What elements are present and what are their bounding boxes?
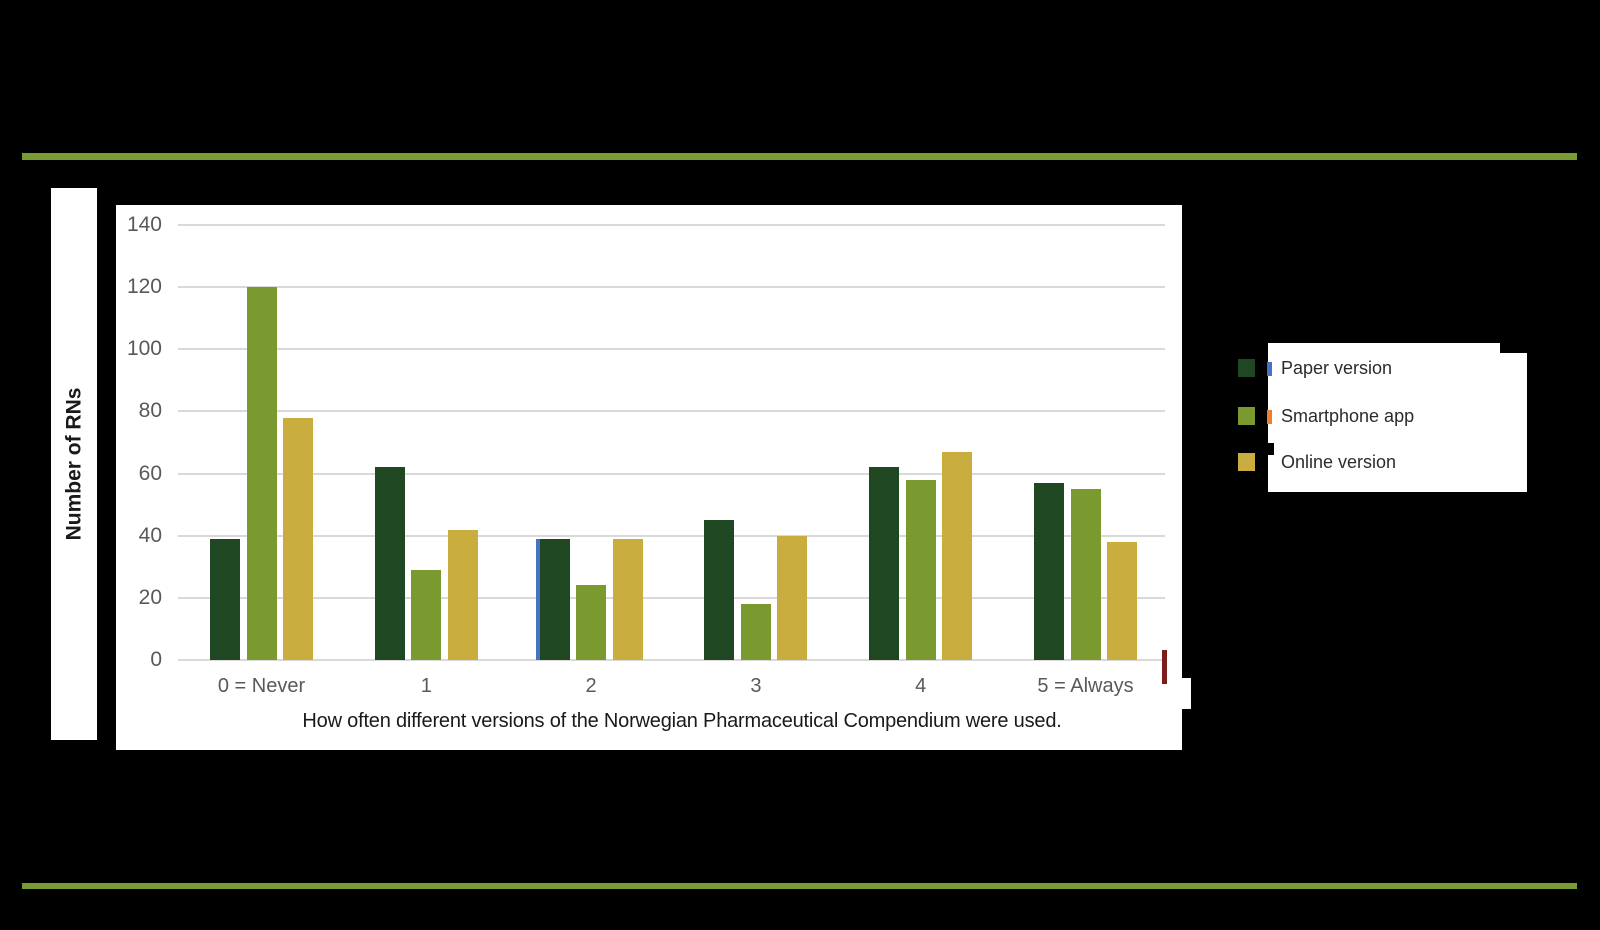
bar-paper-version-3 <box>704 520 735 660</box>
bar-online-version-4 <box>942 451 973 660</box>
bar-paper-version-5 <box>1034 482 1064 660</box>
legend-remnant-sliver <box>1267 410 1272 424</box>
y-axis-title: Number of RNs <box>62 387 86 541</box>
x-tick-2: 2 <box>585 675 597 697</box>
gridline-60 <box>178 472 1165 475</box>
legend-swatch-smartphone-app <box>1238 407 1255 425</box>
bar-paper-version-1 <box>374 467 405 660</box>
legend-swatch-paper-version <box>1238 359 1255 377</box>
x-tick-3: 3 <box>750 675 762 697</box>
bar-smartphone-app-3 <box>740 604 771 660</box>
bar-paper-version-2 <box>539 538 570 660</box>
top-accent-rule <box>22 153 1577 160</box>
bar-smartphone-app-4 <box>905 479 936 660</box>
bar-smartphone-app-1 <box>411 569 442 660</box>
blue-bar-remnant-sliver <box>536 539 540 660</box>
gridline-100 <box>178 348 1165 351</box>
x-axis-title: How often different versions of the Norw… <box>302 710 1062 732</box>
gridline-120 <box>178 286 1165 289</box>
legend-label-paper-version: Paper version <box>1281 358 1393 378</box>
bar-online-version-2 <box>612 538 643 660</box>
gridline-80 <box>178 410 1165 413</box>
y-tick-100: 100 <box>126 337 162 361</box>
bar-online-version-3 <box>777 535 808 660</box>
red-edge-remnant-sliver <box>1162 650 1167 684</box>
gridline-0 <box>178 659 1165 661</box>
legend-label-online-version: Online version <box>1281 452 1397 472</box>
x-tick-5: 5 = Always <box>1037 675 1134 697</box>
y-tick-120: 120 <box>126 275 162 299</box>
bar-smartphone-app-0 <box>246 287 277 660</box>
chart-area: 0 20 40 60 80 100 120 140 0 = Never 1 2 3 4 5 = Alwa… <box>116 205 1182 750</box>
x-tick-4: 4 <box>915 675 927 697</box>
gridline-140 <box>178 224 1165 226</box>
bar-online-version-1 <box>447 529 478 660</box>
bar-smartphone-app-5 <box>1070 489 1101 660</box>
gridline-20 <box>178 596 1165 599</box>
x-tick-1: 1 <box>420 675 432 697</box>
x-tick-0: 0 = Never <box>217 675 306 697</box>
y-tick-0: 0 <box>150 648 162 671</box>
chart-area-notch <box>1182 678 1191 709</box>
y-tick-80: 80 <box>138 399 162 423</box>
legend-label-smartphone-app: Smartphone app <box>1281 406 1415 426</box>
y-tick-60: 60 <box>138 461 162 485</box>
legend-black-notch <box>1268 443 1274 455</box>
gridline-40 <box>178 534 1165 537</box>
legend-background <box>1268 353 1527 492</box>
bar-paper-version-4 <box>869 467 900 660</box>
y-tick-140: 140 <box>126 213 162 236</box>
bar-paper-version-0 <box>210 538 240 660</box>
y-tick-20: 20 <box>138 585 162 609</box>
y-tick-40: 40 <box>138 523 162 547</box>
bar-smartphone-app-2 <box>576 585 607 660</box>
y-axis-title-strip: Number of RNs <box>51 188 97 740</box>
bar-online-version-5 <box>1107 541 1137 660</box>
legend-background-upper <box>1268 343 1500 355</box>
legend-remnant-sliver <box>1267 362 1272 376</box>
legend-swatch-online-version <box>1238 453 1255 471</box>
bottom-accent-rule <box>22 883 1577 889</box>
bar-online-version-0 <box>283 417 313 660</box>
